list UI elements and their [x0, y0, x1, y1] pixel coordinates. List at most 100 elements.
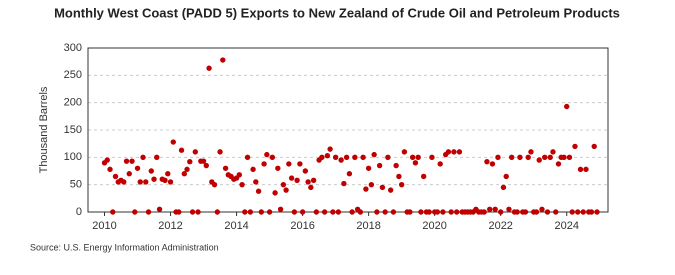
point: [233, 175, 240, 181]
point: [591, 143, 597, 150]
point: [200, 158, 207, 164]
point: [371, 151, 377, 158]
y-tick-label: 250: [64, 69, 82, 81]
point: [170, 139, 176, 145]
point: [222, 165, 229, 171]
point: [544, 209, 551, 215]
x-tick-label: 2010: [92, 220, 116, 232]
point: [387, 187, 394, 193]
point: [181, 171, 188, 177]
point: [514, 209, 520, 215]
point: [313, 209, 320, 215]
point: [382, 209, 388, 215]
point: [547, 154, 553, 161]
point: [357, 209, 364, 215]
point: [250, 166, 256, 173]
source: Source: U.S. Energy Information Administ…: [30, 242, 219, 252]
point: [217, 149, 223, 155]
point: [385, 154, 391, 161]
point: [143, 179, 149, 185]
point: [247, 209, 254, 215]
point: [286, 161, 292, 167]
point: [434, 209, 441, 215]
point: [368, 181, 375, 188]
y-tick-label: 50: [70, 179, 82, 191]
point: [564, 103, 570, 110]
point: [343, 154, 350, 161]
point: [456, 149, 463, 155]
point: [522, 209, 529, 215]
point: [151, 176, 157, 182]
point: [503, 173, 509, 180]
point: [553, 209, 559, 215]
x-tick-label: 2018: [356, 220, 380, 232]
point: [566, 154, 573, 161]
x-tick-label: 2024: [554, 220, 578, 232]
x-tick-label: 2012: [158, 220, 182, 232]
point: [110, 209, 116, 215]
point: [112, 173, 119, 180]
point: [338, 157, 344, 163]
point: [346, 171, 353, 177]
point: [445, 149, 452, 155]
point: [335, 209, 342, 215]
point: [341, 180, 347, 187]
point: [330, 209, 336, 215]
x-tick-label: 2020: [422, 220, 446, 232]
point: [363, 186, 369, 192]
point: [426, 209, 432, 215]
point: [269, 154, 276, 161]
point: [178, 147, 185, 153]
point: [487, 206, 493, 212]
point: [429, 154, 435, 161]
point: [525, 154, 531, 161]
point: [211, 181, 218, 188]
point: [396, 173, 402, 180]
x-tick-label: 2022: [488, 220, 512, 232]
point: [244, 154, 251, 161]
point: [302, 168, 309, 174]
point: [420, 173, 427, 180]
point: [187, 159, 193, 165]
point: [327, 146, 333, 152]
point: [277, 206, 284, 212]
point: [253, 179, 259, 185]
point: [324, 152, 331, 159]
point: [176, 209, 182, 215]
point: [156, 206, 163, 212]
point: [349, 209, 355, 215]
point: [129, 158, 135, 164]
chart-title: Monthly West Coast (PADD 5) Exports to N…: [54, 5, 620, 20]
point: [508, 154, 515, 161]
point: [379, 184, 386, 191]
point: [165, 171, 171, 177]
y-tick-label: 100: [64, 151, 82, 163]
point: [319, 154, 325, 161]
x-tick-label: 2014: [224, 220, 248, 232]
point: [294, 177, 300, 183]
point: [261, 161, 267, 167]
point: [506, 206, 512, 212]
point: [137, 179, 143, 185]
point: [107, 166, 113, 173]
point: [583, 166, 589, 173]
y-tick-label: 300: [64, 42, 82, 54]
point: [453, 209, 460, 215]
point: [283, 187, 289, 193]
point: [123, 158, 130, 164]
point: [401, 149, 408, 155]
point: [533, 209, 540, 215]
point: [390, 209, 397, 215]
point: [258, 209, 265, 215]
point: [297, 161, 303, 167]
point: [374, 209, 380, 215]
point: [184, 166, 190, 173]
point: [448, 209, 454, 215]
point: [393, 162, 399, 169]
point: [162, 177, 168, 183]
point: [242, 209, 248, 215]
point: [577, 166, 584, 173]
point: [352, 154, 358, 161]
point: [272, 190, 278, 196]
point: [415, 154, 421, 161]
